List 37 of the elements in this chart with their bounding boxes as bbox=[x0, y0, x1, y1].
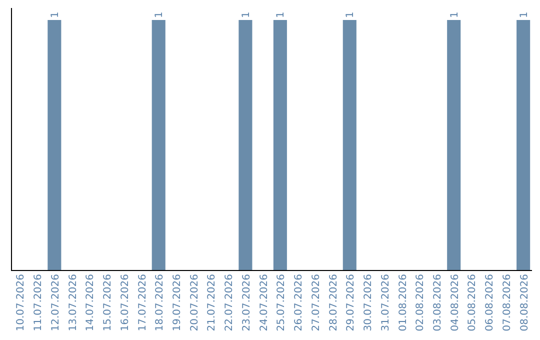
x-tick-label: 31.07.2026 bbox=[380, 274, 392, 332]
x-tick-label: 18.07.2026 bbox=[154, 274, 166, 332]
x-tick-label: 04.08.2026 bbox=[450, 274, 461, 332]
x-tick-label: 20.07.2026 bbox=[189, 274, 200, 332]
x-tick-label: 11.07.2026 bbox=[33, 274, 44, 332]
x-tick-label: 13.07.2026 bbox=[68, 274, 79, 332]
x-tick-label: 23.07.2026 bbox=[241, 274, 252, 332]
x-tick-label: 29.07.2026 bbox=[346, 274, 357, 332]
data-label: 1 bbox=[345, 12, 356, 18]
x-tick-label: 16.07.2026 bbox=[120, 274, 131, 332]
x-tick-label: 30.07.2026 bbox=[363, 274, 374, 332]
x-tick-label: 01.08.2026 bbox=[398, 274, 409, 332]
x-tick-label: 25.07.2026 bbox=[276, 274, 288, 332]
x-tick-label: 05.08.2026 bbox=[467, 274, 478, 332]
data-label: 1 bbox=[50, 12, 61, 18]
data-label: 1 bbox=[154, 12, 166, 18]
x-tick-label: 06.08.2026 bbox=[484, 274, 496, 332]
x-tick-label: 15.07.2026 bbox=[102, 274, 114, 332]
x-tick-label: 02.08.2026 bbox=[415, 274, 426, 332]
x-tick-label: 03.08.2026 bbox=[432, 274, 444, 332]
x-tick-label: 28.07.2026 bbox=[328, 274, 340, 332]
x-tick-label: 10.07.2026 bbox=[16, 274, 27, 332]
data-label: 1 bbox=[518, 12, 530, 18]
data-label: 1 bbox=[276, 12, 287, 18]
x-tick-label: 07.08.2026 bbox=[502, 274, 513, 332]
x-tick-label: 27.07.2026 bbox=[310, 274, 322, 332]
x-tick-label: 26.07.2026 bbox=[294, 274, 305, 332]
x-tick-label: 19.07.2026 bbox=[172, 274, 183, 332]
x-tick-label: 08.08.2026 bbox=[519, 274, 530, 332]
x-tick-label: 24.07.2026 bbox=[258, 274, 270, 332]
x-tick-label: 22.07.2026 bbox=[224, 274, 236, 332]
x-tick-label: 14.07.2026 bbox=[85, 274, 96, 332]
x-tick-label: 12.07.2026 bbox=[50, 274, 62, 332]
data-label: 1 bbox=[240, 12, 252, 18]
data-label: 1 bbox=[449, 12, 460, 18]
x-tick-label: 21.07.2026 bbox=[206, 274, 218, 332]
x-tick-label: 17.07.2026 bbox=[137, 274, 148, 332]
